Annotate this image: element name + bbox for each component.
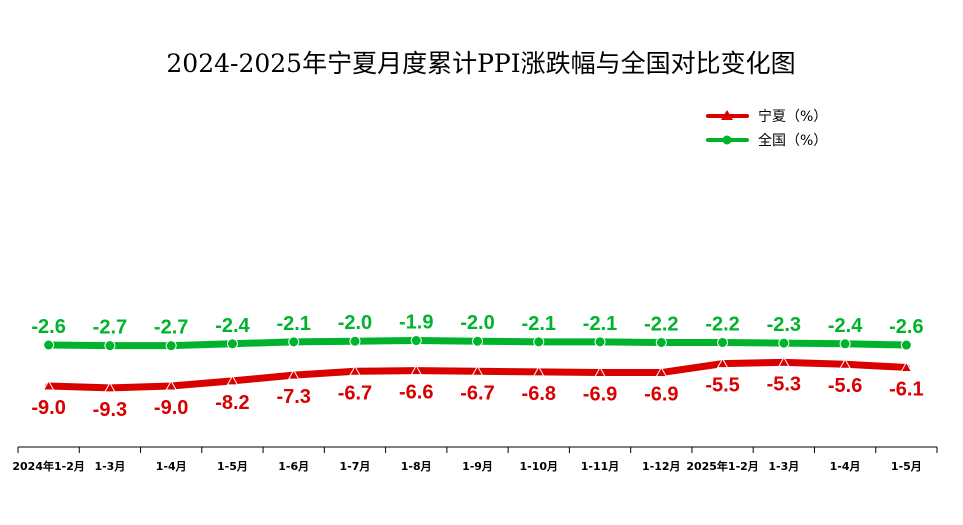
x-tick-label: 1-8月	[401, 460, 432, 473]
x-tick-label: 1-4月	[156, 460, 187, 473]
national-data-label: -1.9	[399, 312, 433, 334]
national-data-label: -2.3	[767, 314, 801, 336]
ningxia-point-marker	[42, 379, 55, 391]
national-point-marker	[655, 336, 667, 348]
national-point-marker	[594, 336, 606, 348]
national-data-label: -2.1	[583, 313, 617, 335]
x-tick-label: 2024年1-2月	[12, 459, 85, 473]
legend-marker-national	[722, 135, 732, 145]
ningxia-point-marker	[839, 358, 851, 369]
national-data-label: -2.7	[93, 317, 127, 339]
national-point-marker	[472, 335, 483, 347]
ningxia-data-label: -8.2	[215, 392, 249, 414]
ningxia-point-marker	[900, 361, 913, 372]
series-layer	[42, 335, 913, 393]
ningxia-data-label: -6.8	[522, 383, 556, 405]
legend-item-ningxia: 宁夏（%）	[706, 108, 827, 125]
national-point-marker	[533, 336, 545, 348]
x-tick-label: 1-9月	[462, 460, 493, 473]
chart-title: 2024-2025年宁夏月度累计PPI涨跌幅与全国对比变化图	[166, 49, 795, 78]
ningxia-point-marker	[716, 357, 729, 369]
x-axis: 2024年1-2月 1-3月 1-4月 1-5月 1-6月 1-7月 1-8月 1-9月 1-1…	[12, 446, 938, 473]
ningxia-data-label: -9.3	[93, 399, 127, 421]
x-tick-label: 1-6月	[278, 460, 309, 473]
national-data-label: -2.0	[338, 312, 372, 334]
ningxia-point-marker	[410, 364, 423, 376]
national-data-label: -2.4	[828, 315, 863, 337]
national-data-label: -2.6	[889, 316, 923, 338]
national-point-marker	[839, 338, 851, 350]
ningxia-data-label: -5.5	[705, 375, 739, 397]
x-tick-label: 1-7月	[340, 460, 371, 473]
x-tick-label: 1-12月	[642, 460, 681, 473]
ningxia-point-marker	[777, 356, 790, 367]
x-tick-label: 2025年1-2月	[686, 459, 759, 473]
national-data-label: -2.6	[31, 316, 65, 338]
national-point-marker	[43, 339, 55, 351]
legend-item-national: 全国（%）	[706, 132, 827, 149]
ningxia-data-label: -6.7	[460, 382, 494, 404]
national-data-label: -2.0	[460, 312, 494, 334]
national-data-label: -2.1	[276, 313, 310, 335]
x-tick-label: 1-3月	[768, 460, 799, 473]
ningxia-point-marker	[287, 369, 300, 380]
ningxia-point-marker	[165, 379, 178, 391]
ningxia-data-label: -5.6	[828, 375, 862, 397]
legend-label-ningxia: 宁夏（%）	[758, 108, 827, 125]
national-point-marker	[226, 338, 238, 350]
national-point-marker	[165, 340, 177, 352]
national-data-label: -2.2	[705, 313, 739, 335]
ningxia-data-label: -6.6	[399, 382, 433, 404]
ningxia-point-marker	[532, 365, 545, 377]
x-tick-label: 1-11月	[581, 460, 620, 473]
legend-marker-ningxia	[721, 110, 733, 120]
ningxia-point-marker	[655, 366, 668, 378]
ningxia-point-marker	[349, 365, 361, 376]
x-tick-label: 1-4月	[830, 460, 861, 473]
ningxia-data-label: -9.0	[31, 397, 65, 419]
ningxia-data-label: -5.3	[767, 373, 801, 395]
national-data-label: -2.2	[644, 313, 678, 335]
national-data-label: -2.4	[215, 315, 250, 337]
data-labels: -9.0 -9.3 -9.0 -8.2 -7.3 -6.7 -6.6 -6.7 -6.8 -6.9…	[31, 312, 923, 421]
national-point-marker	[410, 335, 422, 347]
national-point-marker	[349, 335, 361, 347]
ningxia-point-marker	[471, 365, 484, 376]
x-tick-label: 1-5月	[891, 460, 922, 473]
ningxia-data-label: -6.1	[889, 378, 923, 400]
ningxia-data-label: -6.9	[583, 384, 617, 406]
ningxia-data-label: -7.3	[276, 386, 310, 408]
ningxia-point-marker	[104, 381, 116, 393]
national-point-marker	[778, 337, 790, 349]
x-tick-label: 1-5月	[217, 460, 248, 473]
national-data-label: -2.1	[522, 313, 556, 335]
national-point-marker	[900, 339, 912, 351]
ningxia-data-label: -9.0	[154, 397, 188, 419]
ningxia-data-label: -6.7	[338, 382, 372, 404]
x-tick-label: 1-10月	[520, 460, 559, 473]
national-point-marker	[288, 336, 300, 348]
legend: 宁夏（%） 全国（%）	[706, 108, 827, 149]
ningxia-point-marker	[594, 366, 606, 378]
ningxia-data-label: -6.9	[644, 384, 678, 406]
national-point-marker	[104, 340, 116, 352]
national-data-label: -2.7	[154, 317, 188, 339]
national-point-marker	[717, 336, 729, 348]
ningxia-point-marker	[226, 374, 239, 386]
legend-label-national: 全国（%）	[758, 132, 827, 149]
x-tick-label: 1-3月	[94, 460, 125, 473]
